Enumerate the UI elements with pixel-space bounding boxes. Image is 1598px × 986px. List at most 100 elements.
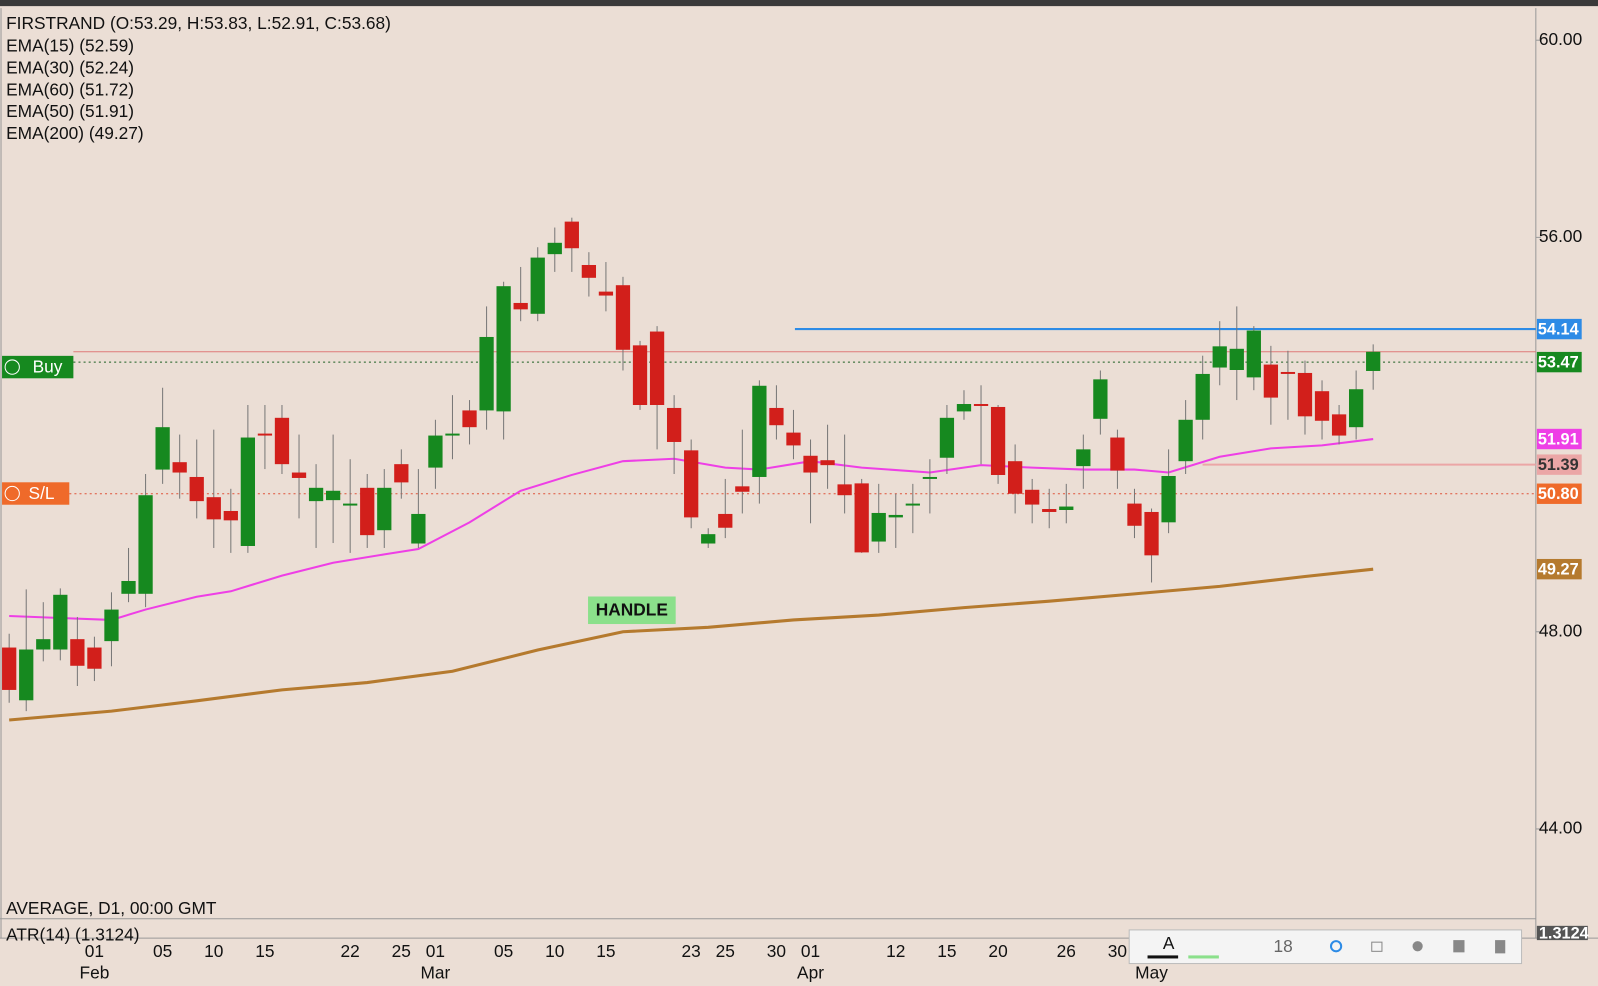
candle-body [138,495,153,594]
x-tick-label: 25 [392,941,411,961]
x-month-label: Mar [421,962,451,982]
sl-button[interactable] [2,482,70,505]
candle-body [1007,461,1023,494]
x-tick-label: 22 [341,941,360,961]
price-label: 53.47 [1538,353,1579,371]
candle-body [666,407,682,442]
annotation-box [588,596,676,625]
candle-body [291,472,307,478]
candle-body [411,513,426,544]
x-tick-label: 01 [85,941,104,961]
legend-entry: EMA(60) (51.72) [6,79,134,99]
candle-body [786,432,801,446]
delete-icon[interactable] [1495,940,1506,954]
candle-body [513,302,528,310]
x-tick-label: 10 [204,941,223,961]
candle-body [769,407,784,426]
candle-body [70,639,85,666]
indicator-value-box [1536,925,1588,941]
candle-body [2,647,17,690]
candle-body [479,336,494,411]
candle-body [1195,373,1210,420]
buy-close-icon[interactable] [4,359,20,375]
copy-icon[interactable] [1453,940,1465,953]
candle-body [1127,503,1142,526]
candle-body [1093,379,1108,419]
x-tick-label: 15 [937,941,956,961]
candle-body [530,257,545,314]
legend-entry: EMA(30) (52.24) [6,57,134,77]
candle-body [121,580,136,594]
candle-body [428,435,443,468]
candle-body [325,490,341,501]
candle-body [360,487,375,536]
chart-title: FIRSTRAND (O:53.29, H:53.83, L:52.91, C:… [6,13,391,33]
indicator-label: ATR(14) (1.3124) [6,925,139,945]
legend-entry: EMA(50) (51.91) [6,101,134,121]
candle-body [735,486,750,492]
legend-entry: EMA(200) (49.27) [6,123,144,143]
size-value[interactable]: 18 [1273,936,1292,956]
candle-body [1161,475,1176,523]
candle-body [1178,419,1193,462]
candle-body [1025,489,1040,505]
candle-body [223,510,238,521]
price-label: 54.14 [1538,320,1579,338]
candle-body [939,417,955,458]
candle-body [990,406,1006,475]
sl-close-icon[interactable] [4,485,20,502]
candle-body [53,594,68,650]
candle-body [1059,506,1074,510]
candle-body [615,285,631,350]
candle-body [1348,389,1364,428]
x-tick-label: 10 [545,941,564,961]
price-label-box [1536,558,1582,580]
candle-body [1144,511,1159,556]
candle-body [1297,372,1313,417]
lock-icon[interactable] [1371,941,1383,952]
sl-label: S/L [29,483,55,503]
candle-body [274,417,290,465]
candle-body [581,264,597,278]
candle-body [1246,330,1261,378]
settings-icon[interactable] [1412,941,1423,952]
candle-body [394,464,409,483]
price-label: 51.91 [1538,430,1579,448]
y-tick-label: 60.00 [1539,29,1582,49]
x-month-label: May [1135,962,1168,982]
panel-label: AVERAGE, D1, 00:00 GMT [6,898,217,918]
candle-body [1229,348,1244,370]
annotation: HANDLE [596,599,668,619]
x-tick-label: 30 [1108,941,1127,961]
y-tick-label: 48.00 [1539,620,1582,640]
candle-body [377,487,392,531]
candle-body [632,345,648,405]
x-tick-label: 15 [596,941,615,961]
price-label: 51.39 [1538,456,1579,474]
candle-body [1110,437,1125,471]
x-tick-label: 05 [494,941,513,961]
candle-body [1263,364,1279,398]
x-tick-label: 12 [886,941,905,961]
x-tick-label: 25 [716,941,735,961]
candle-body [343,503,358,506]
candle-body [462,410,477,428]
candle-body [1331,414,1347,436]
candle-body [104,609,119,642]
x-month-label: Feb [80,962,110,982]
y-tick-label: 44.00 [1539,818,1582,838]
price-label: 49.27 [1538,560,1579,578]
candle-body [905,503,920,506]
text-color [1147,955,1179,959]
buy-label: Buy [33,357,63,377]
buy-button[interactable] [2,355,74,379]
candle-body [854,483,869,553]
candle-body [240,437,256,546]
price-label-box [1536,351,1582,373]
candle-body [445,433,460,436]
visibility-icon[interactable] [1329,940,1343,953]
fill-color [1188,955,1219,959]
text-tool[interactable]: A [1163,933,1175,953]
